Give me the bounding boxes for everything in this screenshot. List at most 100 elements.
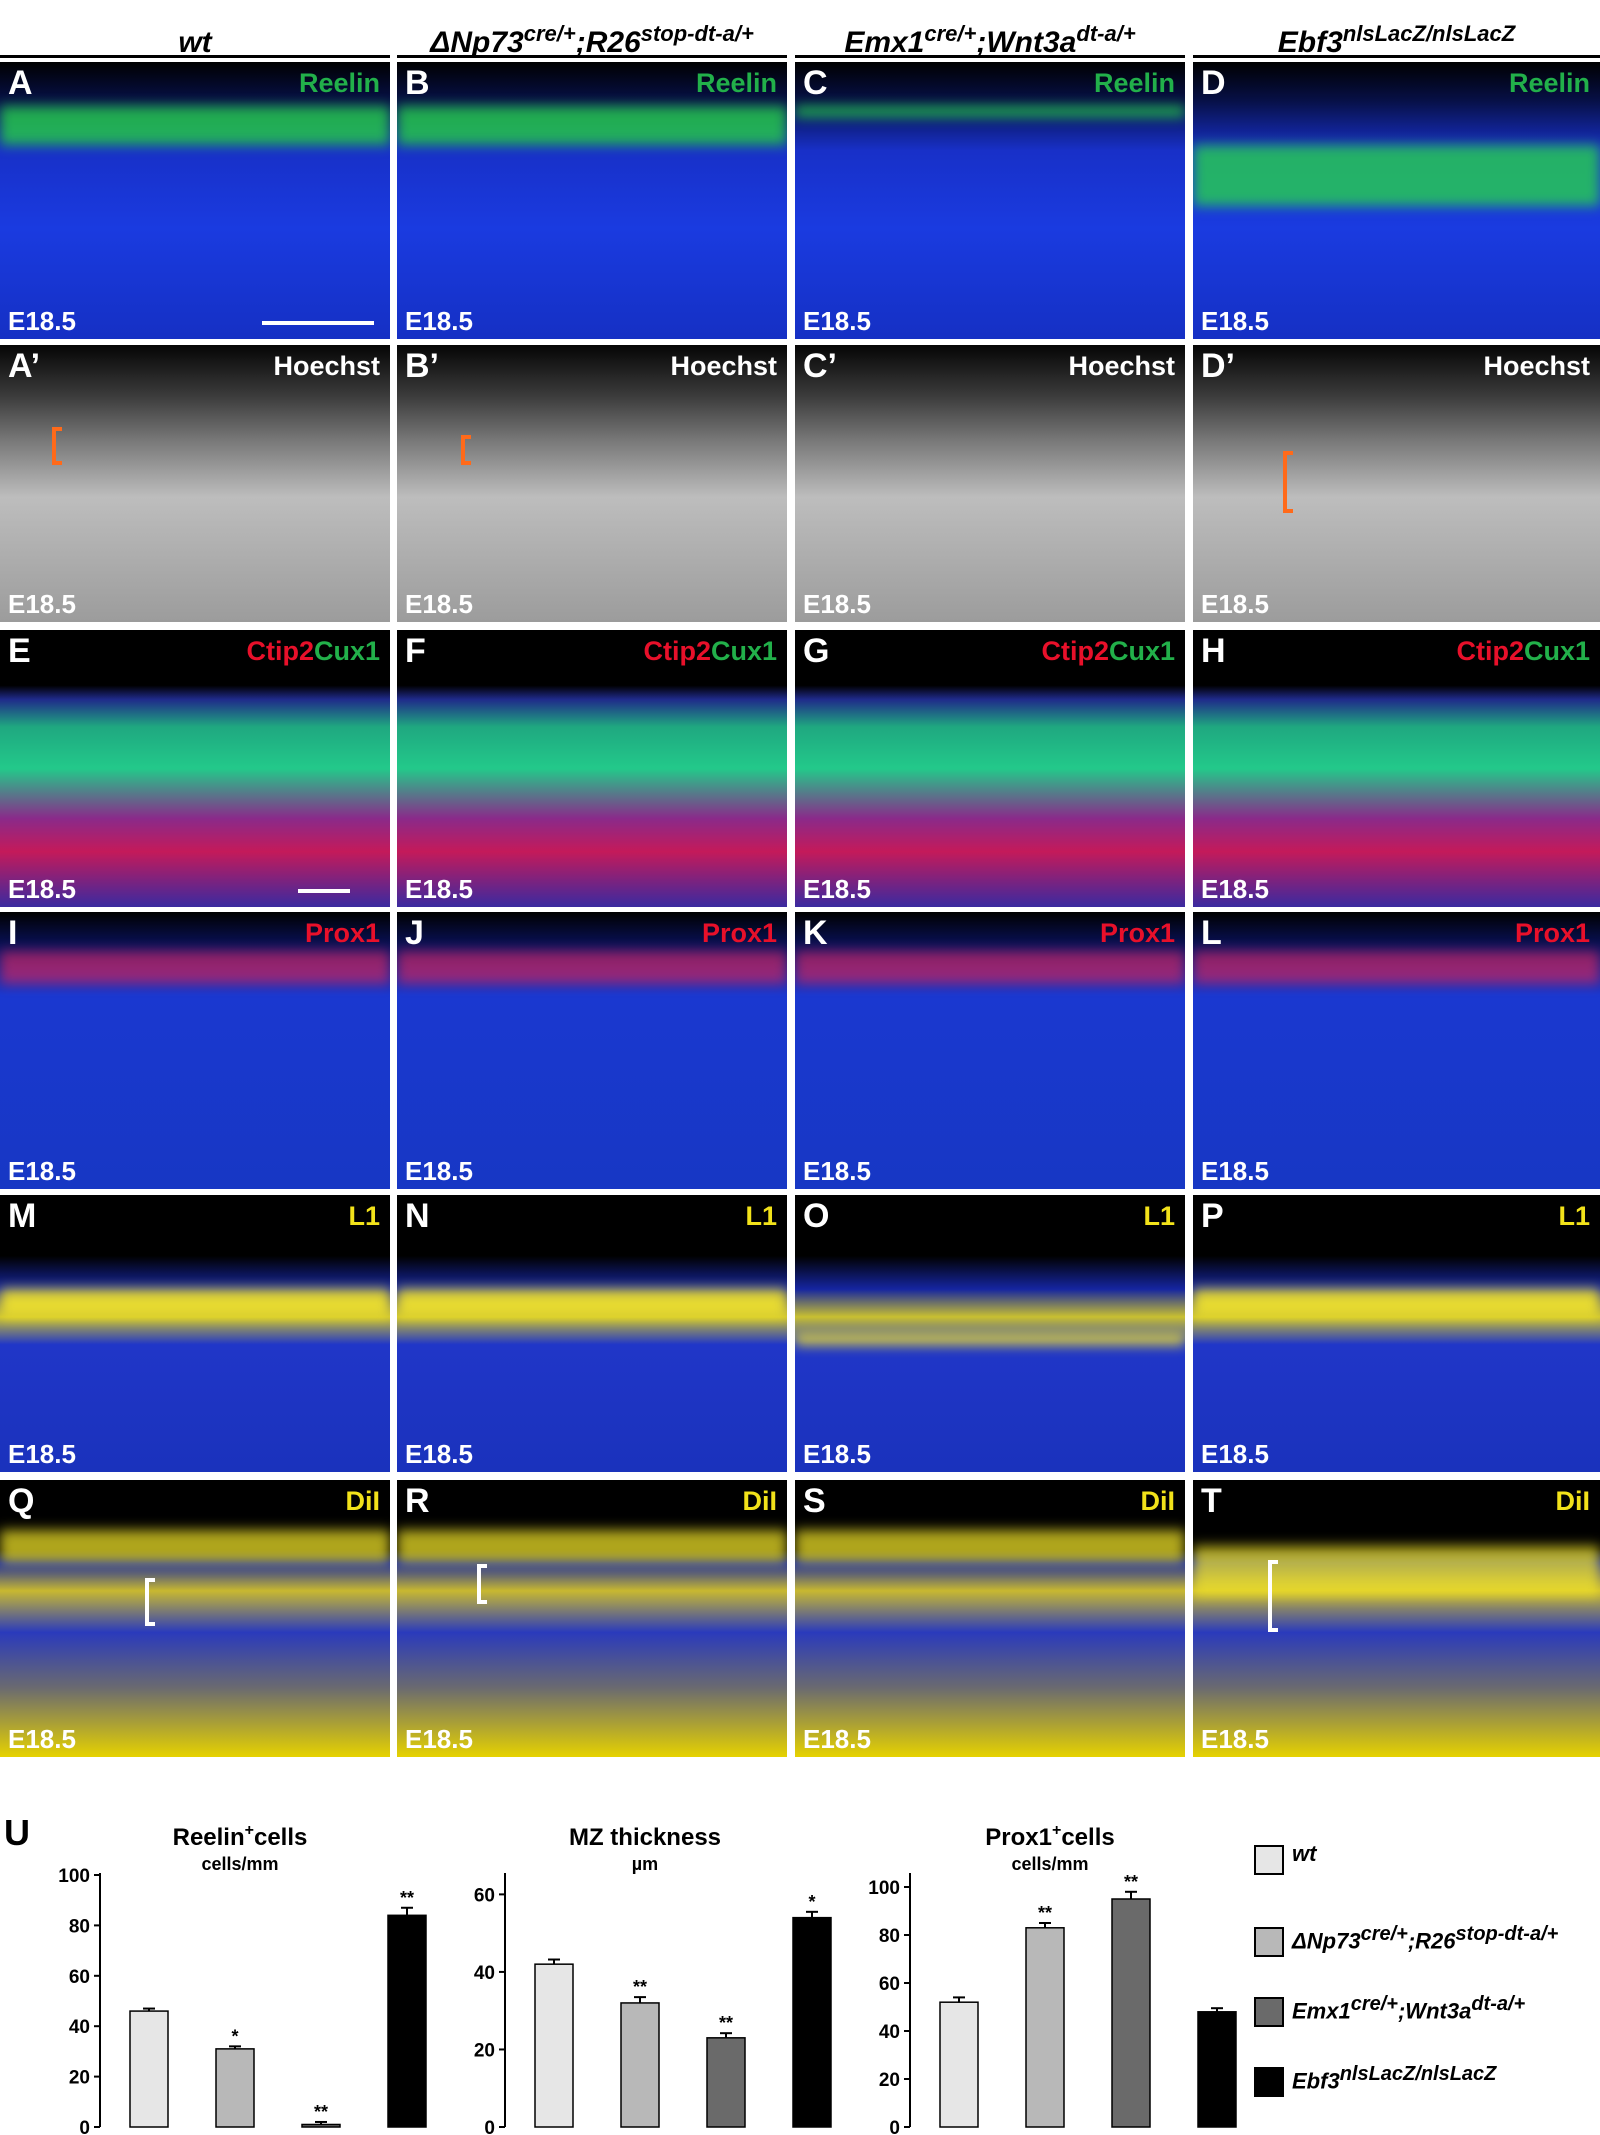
chart-title: MZ thickness (569, 1824, 721, 1851)
stain-label: Ctip2Cux1 (1456, 636, 1590, 667)
legend-swatch (1254, 1997, 1284, 2027)
stain-label-ctip2: Ctip2 (1456, 636, 1524, 666)
mz-bracket (461, 435, 471, 465)
stain-label: Hoechst (1483, 351, 1590, 381)
significance-marker: ** (1038, 1903, 1052, 1923)
panel-label: B (405, 64, 430, 102)
stain-label: Reelin (1093, 68, 1175, 98)
micrograph-panel: C Reelin E18.5 (795, 62, 1185, 339)
signal-band (1193, 145, 1600, 207)
bar-charts: Reelin+cellscells/mm020406080100*****MZ … (58, 1822, 1237, 2135)
panel-label: G (803, 632, 830, 670)
stain-label: DiI (1555, 1486, 1590, 1516)
panel-label: K (803, 914, 828, 952)
age-label: E18.5 (803, 874, 871, 904)
signal-band (0, 1529, 390, 1564)
stain-label: Hoechst (670, 351, 777, 381)
micrograph-panel: A Reelin E18.5 (0, 62, 390, 339)
age-label: E18.5 (803, 306, 871, 336)
y-tick-label: 0 (484, 2118, 495, 2135)
stain-label-ctip2: Ctip2 (1041, 636, 1109, 666)
panel-label: H (1201, 632, 1226, 670)
y-tick-label: 0 (79, 2118, 90, 2135)
signal-band (795, 1333, 1185, 1345)
age-label: E18.5 (1201, 306, 1269, 336)
age-label: E18.5 (1201, 1439, 1269, 1469)
age-label: E18.5 (405, 589, 473, 619)
age-label: E18.5 (1201, 1156, 1269, 1186)
bar (620, 2002, 660, 2128)
y-tick-label: 20 (474, 2040, 495, 2061)
micrograph-panel: S DiI E18.5 (795, 1480, 1185, 1757)
stain-label: Hoechst (273, 351, 380, 381)
stain-label-cux1: Cux1 (710, 636, 777, 666)
micrograph-panel: I Prox1 E18.5 (0, 912, 390, 1189)
micrograph-panel: B’ Hoechst E18.5 (397, 345, 787, 622)
micrograph-panel: L Prox1 E18.5 (1193, 912, 1600, 1189)
panel-label: A’ (8, 347, 41, 385)
significance-marker: * (808, 1892, 815, 1912)
age-label: E18.5 (8, 1439, 76, 1469)
signal-band (1193, 1289, 1600, 1317)
column-header-rule (1193, 55, 1600, 58)
signal-band (0, 1289, 390, 1317)
signal-band (397, 950, 787, 984)
stain-label: Ctip2Cux1 (246, 636, 380, 667)
panel-label: B’ (405, 347, 439, 385)
age-label: E18.5 (8, 306, 76, 336)
panel-label: C’ (803, 347, 837, 385)
y-tick-label: 60 (69, 1967, 90, 1988)
stain-label: Ctip2Cux1 (643, 636, 777, 667)
bar (706, 2037, 746, 2128)
chart-title: Reelin+cells (173, 1822, 308, 1851)
panel-label: D (1201, 64, 1226, 102)
panel-label: F (405, 632, 426, 670)
y-tick-label: 40 (69, 2017, 90, 2038)
panel-label-u: U (4, 1812, 30, 1853)
stain-label: Prox1 (1099, 918, 1175, 948)
micrograph-panel: M L1 E18.5 (0, 1195, 390, 1472)
bar (1025, 1927, 1065, 2128)
bar (792, 1916, 832, 2128)
bar (939, 2001, 979, 2128)
panel-label: Q (8, 1482, 35, 1520)
y-tick-label: 0 (889, 2118, 900, 2135)
legend-swatch (1254, 2067, 1284, 2097)
panel-label: N (405, 1197, 430, 1235)
micrograph-panel: P L1 E18.5 (1193, 1195, 1600, 1472)
mz-bracket (52, 427, 62, 465)
column-header-ebf3: Ebf3nlsLacZ/nlsLacZ (1193, 0, 1600, 60)
bar (215, 2048, 255, 2128)
stain-label-ctip2: Ctip2 (246, 636, 314, 666)
panel-label: P (1201, 1197, 1224, 1235)
micrograph-panel: E Ctip2Cux1 E18.5 (0, 630, 390, 907)
stain-label-cux1: Cux1 (1108, 636, 1175, 666)
panel-label: I (8, 914, 18, 952)
panel-label: A (8, 64, 33, 102)
signal-band (795, 106, 1185, 118)
y-tick-label: 100 (58, 1866, 90, 1887)
stain-label: Prox1 (1514, 918, 1590, 948)
panel-label: R (405, 1482, 430, 1520)
stain-label: Reelin (695, 68, 777, 98)
y-tick-label: 80 (879, 1926, 900, 1947)
significance-marker: ** (633, 1977, 647, 1997)
chart-unit: cells/mm (201, 1854, 278, 1874)
significance-marker: ** (719, 2013, 733, 2033)
column-header-text: wt (178, 26, 212, 59)
mz-bracket (1268, 1560, 1278, 1632)
chart-title: Prox1+cells (985, 1822, 1114, 1851)
age-label: E18.5 (1201, 1724, 1269, 1754)
bar (1111, 1898, 1151, 2128)
chart-unit: µm (632, 1854, 658, 1874)
signal-band (795, 950, 1185, 984)
bar (387, 1914, 427, 2128)
micrograph-panel: N L1 E18.5 (397, 1195, 787, 1472)
panel-label: T (1201, 1482, 1222, 1520)
micrograph-panel: H Ctip2Cux1 E18.5 (1193, 630, 1600, 907)
y-tick-label: 40 (879, 2022, 900, 2043)
micrograph-panel: C’ Hoechst E18.5 (795, 345, 1185, 622)
age-label: E18.5 (803, 1724, 871, 1754)
panel-label: O (803, 1197, 830, 1235)
stain-label-ctip2: Ctip2 (643, 636, 711, 666)
